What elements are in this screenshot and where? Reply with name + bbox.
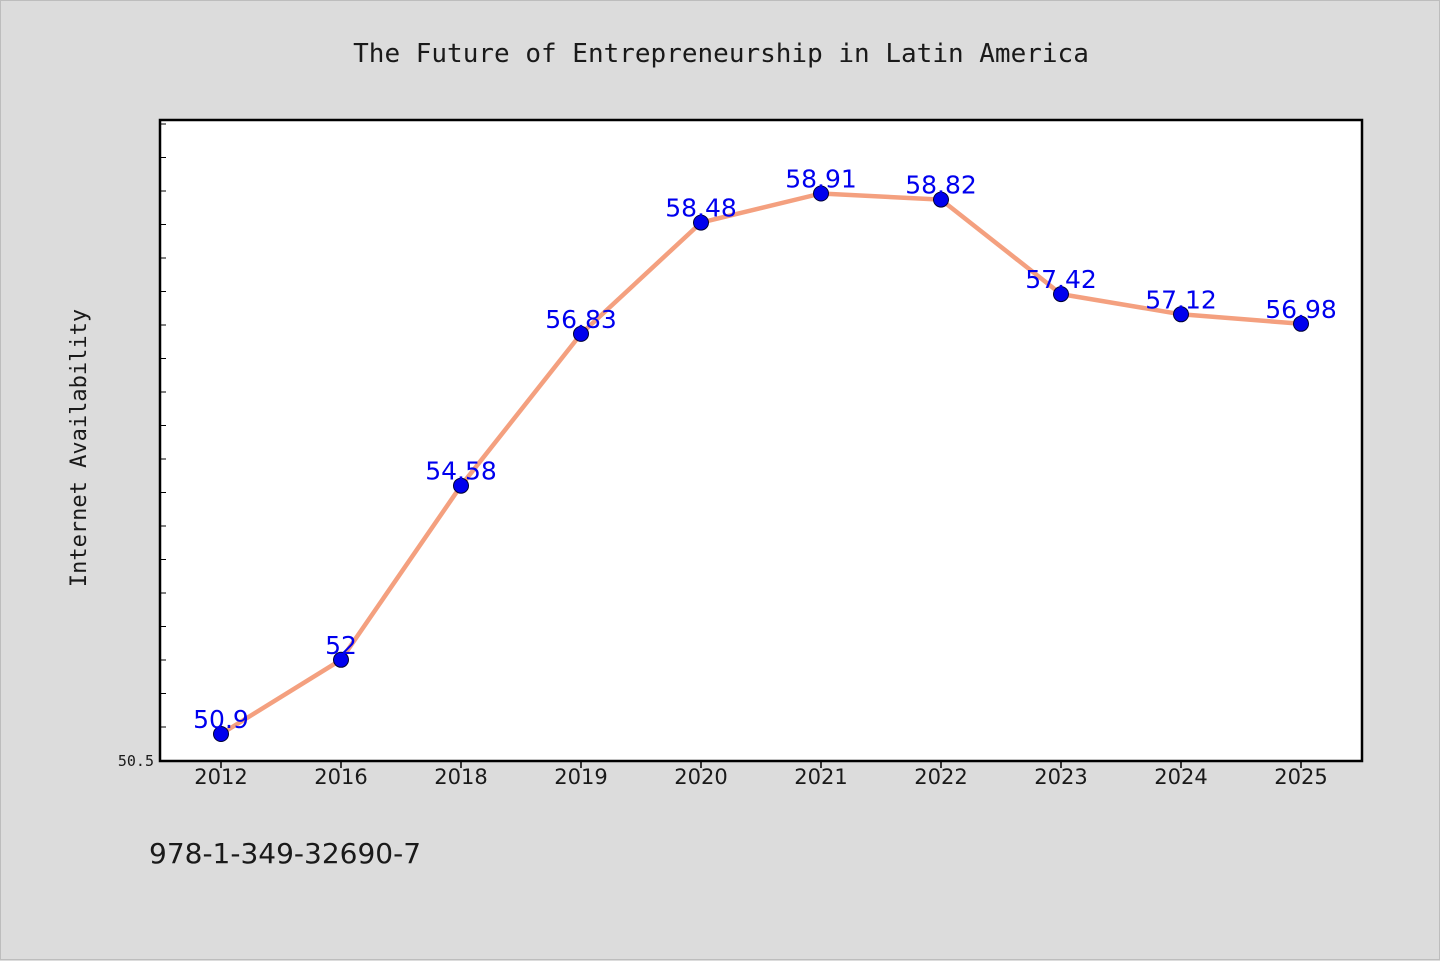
x-tick-label: 2024 xyxy=(1154,765,1207,789)
data-label: 58.91 xyxy=(785,165,857,194)
data-label: 54.58 xyxy=(425,457,497,486)
x-tick-label: 2012 xyxy=(194,765,247,789)
data-point xyxy=(1293,315,1309,332)
data-label: 58.82 xyxy=(905,171,977,200)
chart-title: The Future of Entrepreneurship in Latin … xyxy=(353,39,1089,69)
data-label: 57.12 xyxy=(1145,285,1217,314)
data-point xyxy=(213,726,229,742)
x-tick-label: 2025 xyxy=(1274,765,1327,789)
y-axis-label: Internet Availability xyxy=(67,309,92,587)
data-label: 58.48 xyxy=(665,194,737,223)
plot-area xyxy=(158,118,1364,763)
x-tick-label: 2022 xyxy=(914,765,967,789)
data-point xyxy=(453,477,469,494)
x-tick-label: 2016 xyxy=(314,765,367,789)
x-tick-label: 2021 xyxy=(794,765,847,789)
data-label: 56.98 xyxy=(1265,295,1337,324)
data-label: 57.42 xyxy=(1025,265,1097,294)
data-label: 50.9 xyxy=(193,705,249,734)
y-axis-ticks: 50.5 xyxy=(118,752,154,770)
data-point xyxy=(1053,286,1069,303)
series-line xyxy=(218,191,1304,737)
series-layer: 50.9 52 54.58 56.83 58.48 58.91 58.82 57.42 57.1… xyxy=(193,165,1337,742)
data-point xyxy=(693,214,709,231)
isbn-footer: 978-1-349-32690-7 xyxy=(149,837,421,870)
x-tick-label: 2023 xyxy=(1034,765,1087,789)
x-tick-label: 2019 xyxy=(554,765,607,789)
x-axis-ticks: 2012 2016 2018 2019 2020 2021 2022 2023 2024 2025 xyxy=(194,761,1328,789)
data-point xyxy=(573,325,589,342)
data-label: 56.83 xyxy=(545,305,617,334)
y-minor-ticks xyxy=(160,123,166,728)
data-label: 52 xyxy=(325,631,357,660)
x-tick-label: 2018 xyxy=(434,765,487,789)
data-point xyxy=(1173,306,1189,323)
data-point xyxy=(813,185,829,202)
x-tick-label: 2020 xyxy=(674,765,727,789)
data-point xyxy=(333,651,349,668)
y-tick-label: 50.5 xyxy=(118,752,154,770)
data-point xyxy=(933,191,949,208)
